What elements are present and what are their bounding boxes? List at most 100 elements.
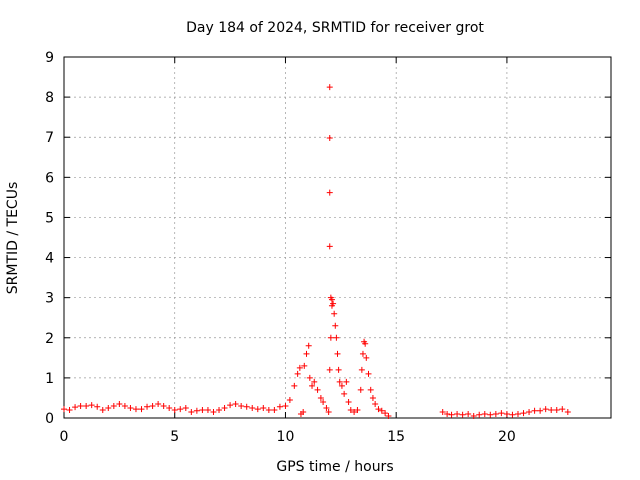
x-tick-label: 0: [60, 429, 69, 445]
data-point: [305, 342, 312, 349]
x-tick-label: 20: [498, 429, 516, 445]
data-point: [448, 411, 455, 418]
data-point: [127, 404, 134, 411]
data-point: [338, 382, 345, 389]
data-point: [88, 402, 95, 409]
y-axis-label: SRMTID / TECUs: [5, 182, 21, 295]
data-point: [306, 374, 313, 381]
data-point: [221, 404, 228, 411]
data-point: [265, 406, 272, 413]
data-point: [358, 366, 365, 373]
data-point: [160, 402, 167, 409]
data-point: [476, 411, 483, 418]
data-point: [357, 386, 364, 393]
data-point: [385, 412, 392, 419]
data-point: [303, 350, 310, 357]
y-tick-label: 6: [45, 170, 54, 186]
data-point: [514, 410, 521, 417]
x-tick-label: 10: [277, 429, 295, 445]
data-point: [177, 406, 184, 413]
plot-frame: [63, 56, 612, 419]
data-point: [341, 390, 348, 397]
data-point: [328, 296, 335, 303]
data-point: [138, 406, 145, 413]
data-point: [300, 408, 307, 415]
data-point: [243, 403, 250, 410]
data-point: [72, 404, 79, 411]
grid-lines: [64, 57, 611, 418]
data-point: [110, 402, 117, 409]
data-point: [320, 398, 327, 405]
data-point: [116, 400, 123, 407]
data-point: [526, 408, 533, 415]
data-point: [334, 350, 341, 357]
data-point: [323, 404, 330, 411]
y-tick-label: 1: [45, 371, 54, 387]
data-point: [260, 404, 267, 411]
data-point: [144, 403, 151, 410]
y-tick-label: 7: [45, 130, 54, 146]
data-point: [351, 408, 358, 415]
data-point: [121, 402, 128, 409]
data-point: [454, 410, 461, 417]
data-point: [444, 410, 451, 417]
data-point: [459, 411, 466, 418]
data-point: [345, 398, 352, 405]
data-point: [301, 362, 308, 369]
data-point: [309, 382, 316, 389]
data-point: [354, 406, 361, 413]
data-point: [199, 406, 206, 413]
data-point: [520, 410, 527, 417]
data-point: [271, 406, 278, 413]
data-point: [182, 404, 189, 411]
data-point: [492, 410, 499, 417]
data-point: [291, 382, 298, 389]
y-tick-label: 4: [45, 251, 54, 267]
data-point: [282, 402, 289, 409]
data-point: [369, 394, 376, 401]
data-point: [326, 84, 333, 91]
data-point: [216, 406, 223, 413]
data-point: [276, 403, 283, 410]
data-point: [188, 408, 195, 415]
data-point: [537, 407, 544, 414]
data-point: [531, 407, 538, 414]
data-point: [378, 407, 385, 414]
data-point: [326, 189, 333, 196]
data-point: [335, 366, 342, 373]
data-point: [559, 406, 566, 413]
data-point: [326, 366, 333, 373]
data-point: [487, 411, 494, 418]
data-point: [363, 354, 370, 361]
data-point: [149, 402, 156, 409]
data-point: [347, 406, 354, 413]
chart-title: Day 184 of 2024, SRMTID for receiver gro…: [186, 20, 484, 36]
data-point: [238, 402, 245, 409]
y-tick-label: 2: [45, 331, 54, 347]
data-point: [325, 408, 332, 415]
y-tick-label: 0: [45, 411, 54, 427]
data-point: [331, 310, 338, 317]
data-point: [503, 410, 510, 417]
data-point: [77, 402, 84, 409]
data-point: [359, 350, 366, 357]
data-point: [204, 406, 211, 413]
data-point: [311, 378, 318, 385]
data-point: [439, 408, 446, 415]
data-point: [365, 370, 372, 377]
data-point: [232, 400, 239, 407]
data-point: [553, 406, 560, 413]
data-points: [61, 84, 571, 419]
x-tick-label: 5: [170, 429, 179, 445]
data-point: [548, 406, 555, 413]
data-point: [166, 404, 173, 411]
data-point: [372, 400, 379, 407]
data-point: [498, 410, 505, 417]
y-tick-label: 8: [45, 90, 54, 106]
data-point: [94, 403, 101, 410]
data-point: [509, 411, 516, 418]
data-point: [481, 410, 488, 417]
data-point: [254, 406, 261, 413]
data-point: [382, 410, 389, 417]
